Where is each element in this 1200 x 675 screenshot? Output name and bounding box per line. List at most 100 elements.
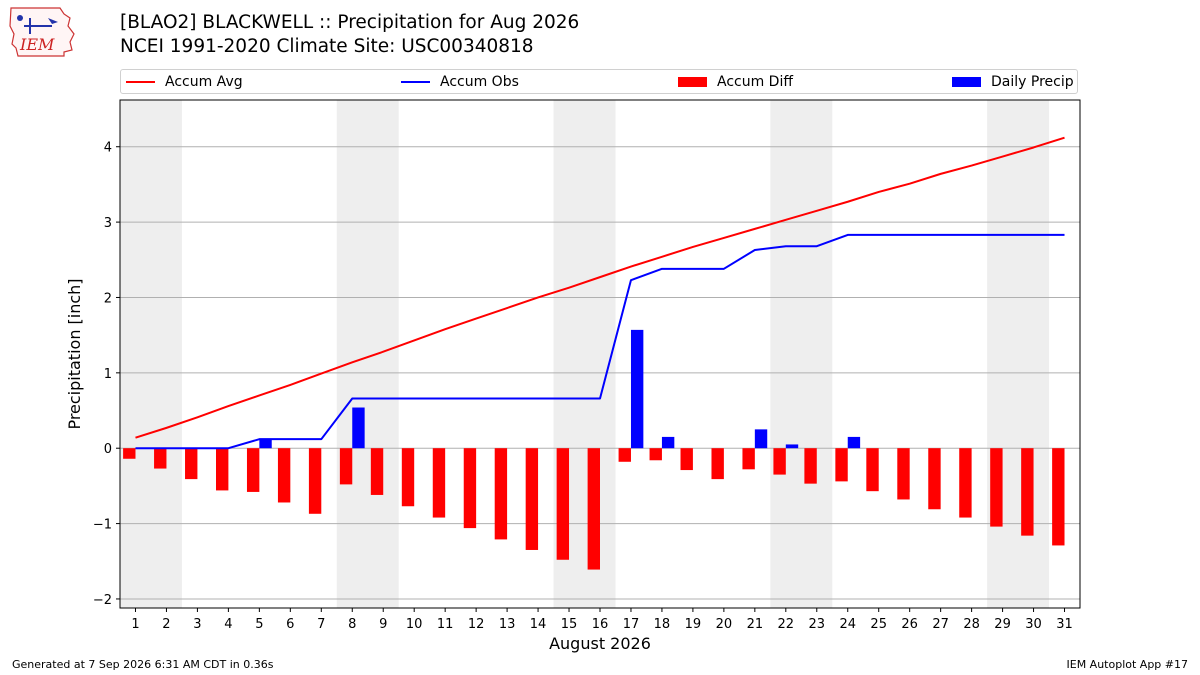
footer-app-label: IEM Autoplot App #17 — [1066, 658, 1189, 671]
x-axis-label: August 2026 — [549, 634, 651, 653]
daily-precip-bar — [847, 436, 861, 449]
accum-diff-bar — [246, 448, 260, 492]
accum-diff-bar — [587, 448, 600, 570]
x-tick-label: 2 — [162, 617, 170, 632]
x-tick-label: 13 — [499, 617, 516, 632]
y-tick-label: −1 — [93, 518, 112, 533]
legend-label: Daily Precip — [991, 74, 1074, 90]
x-tick-label: 3 — [193, 617, 201, 632]
x-tick-label: 14 — [530, 617, 547, 632]
daily-precip-bar — [630, 329, 644, 449]
x-tick-label: 22 — [778, 617, 795, 632]
x-tick-label: 30 — [1025, 617, 1042, 632]
chart-title: [BLAO2] BLACKWELL :: Precipitation for A… — [120, 12, 580, 33]
legend-item-accum-avg: Accum Avg — [126, 73, 243, 91]
weekend-shade — [336, 100, 399, 608]
accum-diff-bar — [959, 448, 972, 518]
accum-diff-bar — [185, 448, 198, 480]
x-tick-label: 27 — [932, 617, 949, 632]
legend-label: Accum Obs — [440, 74, 519, 90]
x-tick-label: 25 — [870, 617, 887, 632]
x-tick-label: 11 — [437, 617, 454, 632]
daily-precip-bar — [785, 444, 799, 449]
accum-avg-line — [135, 136, 1065, 439]
x-tick-label: 26 — [901, 617, 918, 632]
daily-precip-bar — [259, 439, 272, 449]
daily-precip-bar — [754, 429, 768, 449]
legend-item-accum-diff: Accum Diff — [678, 73, 793, 91]
accum-diff-bar — [804, 448, 817, 484]
footer-generated-text: Generated at 7 Sep 2026 6:31 AM CDT in 0… — [12, 658, 274, 671]
accum-diff-bar — [308, 448, 322, 514]
accum-diff-bar — [897, 448, 910, 500]
legend-swatch — [401, 81, 430, 83]
accum-diff-bar — [494, 448, 508, 540]
accum-diff-bar — [123, 448, 136, 459]
x-tick-label: 29 — [994, 617, 1011, 632]
x-tick-label: 9 — [379, 617, 387, 632]
accum-diff-bar — [525, 448, 539, 550]
y-tick-label: −2 — [93, 593, 112, 608]
legend-swatch — [126, 81, 155, 83]
x-tick-label: 15 — [561, 617, 578, 632]
x-tick-label: 1 — [131, 617, 139, 632]
y-tick-label: 4 — [104, 141, 112, 156]
x-tick-label: 23 — [809, 617, 826, 632]
legend: Accum Avg Accum Obs Accum Diff Daily Pre… — [120, 69, 1078, 94]
accum-diff-bar — [370, 448, 384, 495]
weekend-shade — [770, 100, 833, 608]
x-tick-label: 17 — [623, 617, 640, 632]
y-tick-label: 0 — [104, 442, 112, 457]
daily-precip-bar — [661, 436, 675, 449]
legend-label: Accum Avg — [165, 74, 243, 90]
accum-diff-bar — [649, 448, 662, 461]
x-tick-label: 31 — [1056, 617, 1073, 632]
svg-text:IEM: IEM — [19, 35, 55, 54]
x-tick-label: 21 — [747, 617, 764, 632]
x-tick-label: 10 — [406, 617, 423, 632]
accum-diff-bar — [835, 448, 848, 482]
y-tick-label: 3 — [104, 216, 112, 231]
accum-diff-bar — [928, 448, 941, 510]
x-tick-label: 5 — [255, 617, 263, 632]
x-tick-label: 28 — [963, 617, 980, 632]
accum-diff-bar — [680, 448, 693, 471]
x-tick-label: 18 — [654, 617, 671, 632]
x-tick-label: 16 — [592, 617, 609, 632]
legend-item-daily-precip: Daily Precip — [952, 73, 1074, 91]
x-tick-label: 6 — [286, 617, 294, 632]
accum-diff-bar — [154, 448, 167, 469]
x-tick-label: 7 — [317, 617, 325, 632]
legend-swatch — [952, 77, 981, 87]
iem-logo-icon: IEM — [9, 7, 75, 57]
accum-diff-bar — [1021, 448, 1034, 536]
x-tick-label: 19 — [685, 617, 702, 632]
weekend-shade — [120, 100, 182, 608]
y-axis-label: Precipitation [inch] — [65, 278, 84, 429]
accum-diff-bar — [773, 448, 786, 475]
x-tick-label: 20 — [716, 617, 733, 632]
chart-subtitle: NCEI 1991-2020 Climate Site: USC00340818 — [120, 36, 534, 57]
x-tick-label: 8 — [348, 617, 356, 632]
accum-diff-bar — [216, 448, 229, 491]
x-tick-label: 24 — [839, 617, 856, 632]
legend-swatch — [678, 77, 707, 87]
x-tick-label: 12 — [468, 617, 485, 632]
accum-diff-bar — [990, 448, 1003, 527]
y-tick-label: 1 — [104, 367, 112, 382]
weekend-shade — [987, 100, 1050, 608]
y-tick-label: 2 — [104, 291, 112, 306]
accum-diff-bar — [432, 448, 446, 518]
accum-obs-line — [135, 233, 1065, 450]
accum-diff-bar — [711, 448, 724, 480]
legend-item-accum-obs: Accum Obs — [401, 73, 519, 91]
accum-diff-bar — [277, 448, 291, 503]
accum-diff-bar — [742, 448, 755, 470]
accum-diff-bar — [463, 448, 477, 529]
accum-diff-bar — [1052, 448, 1065, 546]
accum-diff-bar — [556, 448, 570, 560]
daily-precip-bar — [352, 407, 365, 449]
legend-label: Accum Diff — [717, 74, 794, 90]
x-tick-label: 4 — [224, 617, 232, 632]
